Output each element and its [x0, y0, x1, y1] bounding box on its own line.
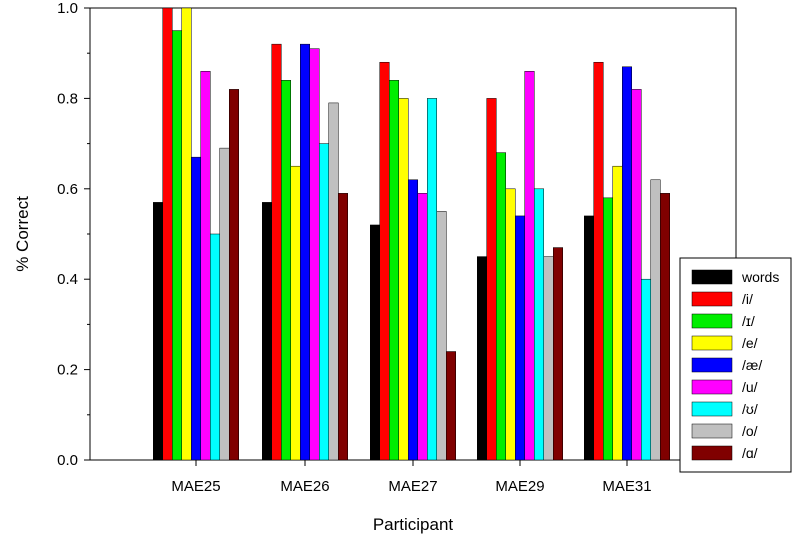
x-axis-title: Participant	[373, 515, 454, 534]
legend-swatch	[691, 291, 733, 307]
legend-label: /i/	[742, 291, 753, 307]
bar-mae29-8	[553, 247, 563, 461]
legend: words/i/ /ɪ/ /e/ /æ/ /u/ /ʊ/ /o/ /ɑ/	[679, 257, 792, 473]
bar-mae27-1	[379, 61, 390, 461]
legend-label: /e/	[742, 335, 758, 351]
bar-mae31-7	[650, 179, 661, 461]
bar-mae27-3	[398, 98, 409, 461]
bars-group	[153, 7, 670, 461]
bar-mae25-5	[200, 71, 211, 461]
bar-mae26-3	[290, 165, 301, 461]
legend-swatch	[691, 401, 733, 417]
bar-mae29-1	[486, 98, 497, 461]
bar-mae25-1	[162, 7, 173, 461]
legend-label: /æ/	[742, 357, 762, 373]
bar-mae31-1	[593, 61, 604, 461]
bar-mae25-4	[191, 156, 201, 461]
bar-mae31-5	[631, 89, 642, 461]
bar-mae27-2	[389, 80, 399, 461]
legend-swatch	[691, 423, 733, 439]
legend-swatch	[691, 357, 733, 373]
bar-mae31-8	[660, 193, 670, 461]
bar-mae25-7	[219, 147, 230, 461]
bar-mae26-1	[271, 43, 282, 461]
legend-label: words	[741, 269, 779, 285]
bar-mae26-7	[328, 102, 339, 461]
bar-mae31-0	[584, 215, 594, 461]
plot-area: 0.00.20.40.60.81.0 MAE25 MAE26 MAE27 MAE29 M…	[57, 0, 737, 495]
bar-mae27-5	[417, 193, 428, 461]
bar-mae26-0	[262, 202, 272, 461]
bar-mae27-7	[436, 211, 447, 461]
bar-mae29-2	[496, 152, 506, 461]
legend-swatch	[691, 335, 733, 351]
bar-mae25-6	[210, 233, 220, 461]
y-axis-title: % Correct	[13, 196, 32, 272]
x-category-label: MAE26	[280, 478, 329, 495]
bar-mae25-0	[153, 202, 163, 461]
bar-mae29-3	[505, 188, 516, 461]
y-tick-label: 0.4	[57, 271, 78, 288]
legend-swatch	[691, 379, 733, 395]
bar-mae31-4	[622, 66, 632, 461]
bar-mae29-6	[534, 188, 544, 461]
bar-mae26-5	[309, 48, 320, 461]
y-tick-label: 0.8	[57, 90, 78, 107]
y-tick-label: 1.0	[57, 0, 78, 17]
bar-mae27-0	[370, 224, 380, 461]
x-axis: MAE25 MAE26 MAE27 MAE29 MAE31	[171, 460, 652, 495]
bar-mae31-6	[641, 278, 651, 461]
bar-mae27-8	[446, 351, 456, 461]
legend-label: /ɑ/	[742, 445, 758, 461]
bar-mae26-2	[281, 80, 291, 461]
bar-mae29-4	[515, 215, 525, 461]
bar-mae29-5	[524, 71, 535, 461]
legend-label: /o/	[742, 423, 758, 439]
legend-swatch	[691, 269, 733, 285]
legend-label: /u/	[742, 379, 758, 395]
bar-mae31-3	[612, 165, 623, 461]
bar-mae26-4	[300, 43, 310, 461]
bar-mae27-4	[408, 179, 418, 461]
legend-swatch	[691, 313, 733, 329]
y-tick-label: 0.6	[57, 181, 78, 198]
legend-label: /ʊ/	[742, 401, 758, 417]
legend-swatch	[691, 445, 733, 461]
y-axis: 0.0 0.2 0.4 0.6 0.8 1.0	[57, 0, 90, 469]
x-category-label: MAE27	[388, 478, 437, 495]
legend-label: /ɪ/	[742, 313, 755, 329]
bar-mae25-8	[229, 89, 239, 461]
x-category-label: MAE25	[171, 478, 220, 495]
bar-mae26-8	[338, 193, 348, 461]
bar-mae27-6	[427, 98, 437, 461]
bar-mae31-2	[603, 197, 613, 461]
bar-mae29-0	[477, 256, 487, 461]
y-tick-label: 0.0	[57, 452, 78, 469]
bar-mae26-6	[319, 143, 329, 461]
bar-mae25-2	[172, 30, 182, 461]
x-category-label: MAE29	[495, 478, 544, 495]
y-tick-label: 0.2	[57, 362, 78, 379]
x-category-label: MAE31	[602, 478, 651, 495]
bar-mae25-3	[181, 7, 192, 461]
bar-mae29-7	[543, 256, 554, 461]
